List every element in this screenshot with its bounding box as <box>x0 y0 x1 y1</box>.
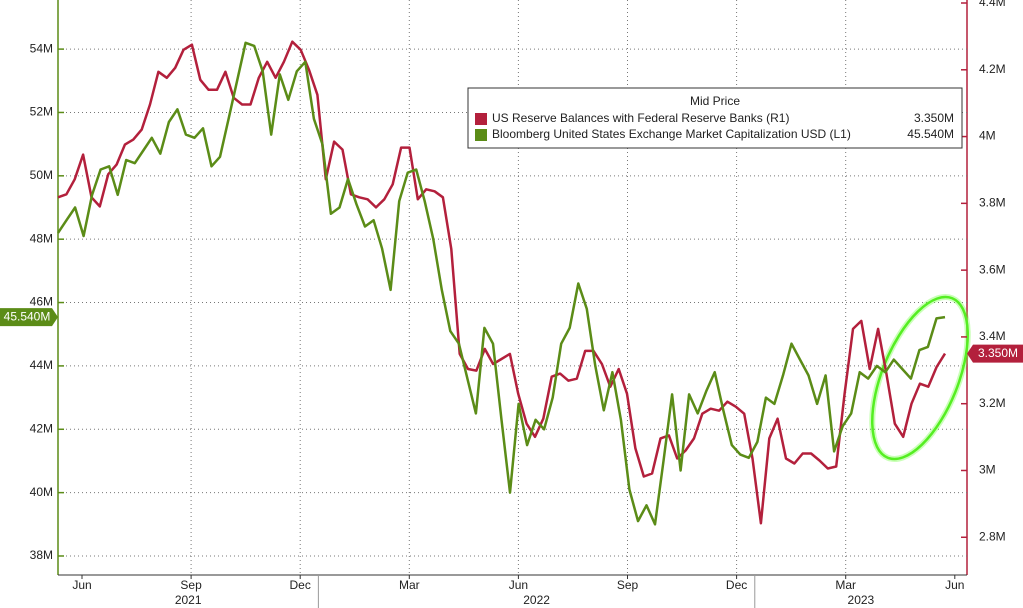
y-tick-label: 40M <box>30 485 53 499</box>
x-tick-label: Jun <box>509 578 528 592</box>
y2-tick-label: 2.8M <box>979 529 1006 543</box>
x-tick-label: Sep <box>617 578 639 592</box>
y-tick-label: 50M <box>30 168 53 182</box>
year-label: 2022 <box>523 593 550 607</box>
y2-tick-label: 3.8M <box>979 196 1006 210</box>
x-tick-label: Jun <box>945 578 964 592</box>
y-tick-label: 46M <box>30 295 53 309</box>
value-badge-label: 45.540M <box>4 309 51 323</box>
y-tick-label: 52M <box>30 105 53 119</box>
y2-tick-label: 3.2M <box>979 396 1006 410</box>
legend-label: Bloomberg United States Exchange Market … <box>492 127 851 141</box>
legend-swatch <box>475 113 487 125</box>
y-tick-label: 48M <box>30 231 53 245</box>
year-label: 2021 <box>175 593 202 607</box>
x-tick-label: Mar <box>835 578 856 592</box>
x-tick-label: Mar <box>399 578 420 592</box>
legend-title: Mid Price <box>690 94 740 108</box>
legend-label: US Reserve Balances with Federal Reserve… <box>492 111 789 125</box>
y2-tick-label: 3M <box>979 463 996 477</box>
value-badge <box>967 344 1023 363</box>
legend-value: 3.350M <box>914 111 954 125</box>
x-tick-label: Dec <box>290 578 311 592</box>
y2-tick-label: 4.2M <box>979 62 1006 76</box>
y2-tick-label: 4M <box>979 129 996 143</box>
value-badge <box>0 308 58 327</box>
legend-swatch <box>475 129 487 141</box>
y-tick-label: 44M <box>30 358 53 372</box>
series-line <box>57 40 947 525</box>
series-line <box>56 41 946 526</box>
y2-tick-label: 3.6M <box>979 262 1006 276</box>
y-tick-label: 54M <box>30 41 53 55</box>
x-tick-label: Jun <box>72 578 91 592</box>
y2-tick-label: 4.4M <box>979 0 1006 9</box>
x-tick-label: Sep <box>180 578 202 592</box>
y2-tick-label: 3.4M <box>979 329 1006 343</box>
x-tick-label: Dec <box>726 578 747 592</box>
year-label: 2023 <box>848 593 875 607</box>
y-tick-label: 38M <box>30 548 53 562</box>
y-tick-label: 42M <box>30 421 53 435</box>
legend-box <box>467 87 963 149</box>
legend-value: 45.540M <box>907 127 954 141</box>
value-badge-label: 3.350M <box>978 346 1018 360</box>
